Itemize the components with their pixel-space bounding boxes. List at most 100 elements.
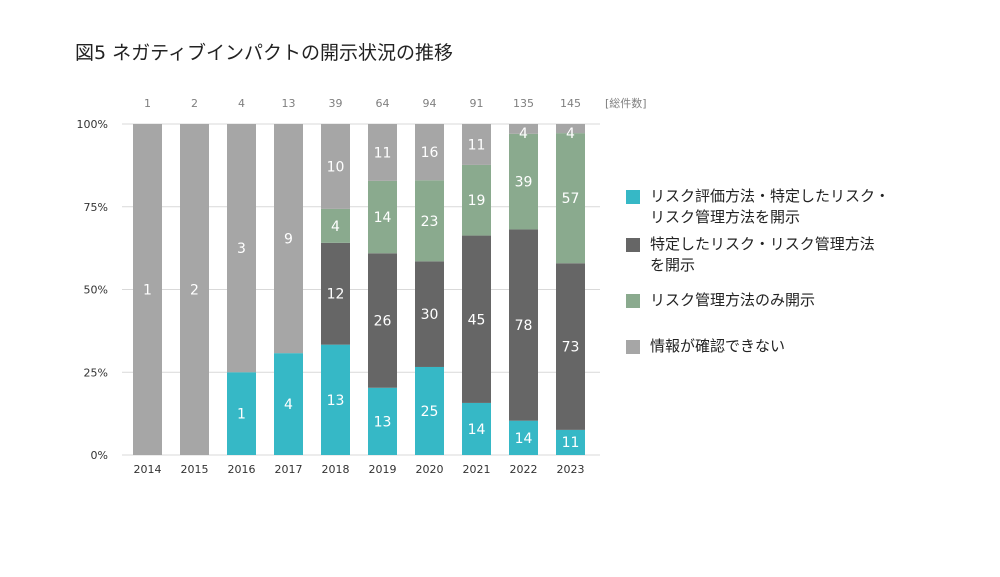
data-label: 9 bbox=[284, 232, 293, 248]
x-tick-label: 2014 bbox=[134, 463, 162, 476]
legend-label-mgmt-only: リスク管理方法のみ開示 bbox=[650, 290, 815, 311]
total-count-label: 64 bbox=[376, 97, 390, 110]
bar-segment-unknown bbox=[227, 124, 256, 373]
bar-segment-identified bbox=[368, 253, 397, 388]
data-label: 4 bbox=[284, 397, 293, 413]
data-label: 13 bbox=[374, 414, 392, 430]
bar-segment-unknown bbox=[133, 124, 162, 455]
data-label: 14 bbox=[468, 422, 486, 438]
total-count-label: 145 bbox=[560, 97, 581, 110]
x-tick-label: 2019 bbox=[369, 463, 397, 476]
x-tick-label: 2015 bbox=[181, 463, 209, 476]
data-label: 45 bbox=[468, 312, 486, 328]
bar-segment-identified bbox=[556, 263, 585, 430]
legend: リスク評価方法・特定したリスク・ リスク管理方法を開示 特定したリスク・リスク管… bbox=[626, 186, 896, 366]
x-tick-label: 2018 bbox=[322, 463, 350, 476]
data-label: 4 bbox=[519, 126, 528, 142]
bar-segment-unknown bbox=[462, 124, 491, 165]
bar-segment-unknown bbox=[415, 124, 444, 181]
data-label: 11 bbox=[468, 137, 486, 153]
y-tick-label: 0% bbox=[91, 449, 108, 462]
x-tick-label: 2022 bbox=[510, 463, 538, 476]
legend-item-identified: 特定したリスク・リスク管理方法 を開示 bbox=[626, 234, 896, 290]
total-count-label: 1 bbox=[144, 97, 151, 110]
data-label: 14 bbox=[374, 210, 392, 226]
legend-label-risk-eval: リスク評価方法・特定したリスク・ リスク管理方法を開示 bbox=[650, 186, 890, 228]
bar-segment-mgmt_only bbox=[509, 133, 538, 230]
bar-segment-unknown bbox=[368, 124, 397, 181]
x-tick-label: 2021 bbox=[463, 463, 491, 476]
bar-segment-risk_eval bbox=[415, 366, 444, 455]
data-label: 11 bbox=[374, 145, 392, 161]
data-label: 16 bbox=[421, 145, 439, 161]
bar-segment-mgmt_only bbox=[368, 180, 397, 254]
legend-label-line: リスク評価方法・特定したリスク・ bbox=[650, 187, 890, 205]
data-label: 14 bbox=[515, 431, 533, 447]
y-tick-label: 50% bbox=[84, 284, 108, 297]
legend-swatch-identified bbox=[626, 238, 640, 252]
bar-segment-risk_eval bbox=[227, 372, 256, 455]
data-label: 25 bbox=[421, 404, 439, 420]
legend-label-line: リスク管理方法のみ開示 bbox=[650, 291, 816, 309]
data-label: 23 bbox=[421, 214, 439, 230]
bar-segment-risk_eval bbox=[321, 344, 350, 455]
legend-label-line: 特定したリスク・リスク管理方法 bbox=[650, 235, 875, 253]
total-count-label: 2 bbox=[191, 97, 198, 110]
bar-segment-risk_eval bbox=[462, 402, 491, 455]
bar-segment-risk_eval bbox=[509, 420, 538, 455]
data-label: 2 bbox=[190, 283, 199, 299]
data-labels: 1 213491312410132614112530231614451911147… bbox=[143, 126, 579, 451]
bar-segment-risk_eval bbox=[368, 387, 397, 455]
bar-segment-identified bbox=[509, 229, 538, 421]
bar-segment-mgmt_only bbox=[462, 164, 491, 236]
bar-segment-unknown bbox=[180, 124, 209, 455]
y-tick-label: 100% bbox=[77, 118, 108, 131]
data-label: 1 bbox=[237, 407, 246, 423]
data-label: 10 bbox=[327, 159, 345, 175]
legend-label-line: 情報が確認できない bbox=[650, 337, 786, 355]
x-tick-label: 2020 bbox=[416, 463, 444, 476]
bar-segment-identified bbox=[321, 242, 350, 345]
axis-labels: 0%25%50%75%100%2014120152201642017132018… bbox=[77, 96, 647, 476]
legend-item-risk-eval: リスク評価方法・特定したリスク・ リスク管理方法を開示 bbox=[626, 186, 896, 234]
data-label: 73 bbox=[562, 340, 580, 356]
bar-segment-unknown bbox=[321, 124, 350, 209]
totals-caption: [総件数] bbox=[605, 96, 647, 110]
total-count-label: 13 bbox=[282, 97, 296, 110]
total-count-label: 135 bbox=[513, 97, 534, 110]
bar-segment-identified bbox=[462, 235, 491, 403]
data-label: 3 bbox=[237, 241, 246, 257]
data-label: 4 bbox=[566, 126, 575, 142]
y-tick-label: 25% bbox=[84, 366, 108, 379]
legend-label-unknown: 情報が確認できない bbox=[650, 336, 785, 357]
data-label: 4 bbox=[331, 219, 340, 235]
data-label: 13 bbox=[327, 393, 345, 409]
bar-segment-unknown bbox=[556, 124, 585, 134]
x-tick-label: 2023 bbox=[557, 463, 585, 476]
data-label: 78 bbox=[515, 318, 533, 334]
bar-segment-risk_eval bbox=[274, 353, 303, 455]
data-label: 12 bbox=[327, 287, 345, 303]
total-count-label: 39 bbox=[329, 97, 343, 110]
total-count-label: 91 bbox=[470, 97, 484, 110]
legend-item-unknown: 情報が確認できない bbox=[626, 336, 896, 366]
x-tick-label: 2016 bbox=[228, 463, 256, 476]
bar-segment-unknown bbox=[509, 124, 538, 134]
legend-swatch-unknown bbox=[626, 340, 640, 354]
bar-segment-mgmt_only bbox=[415, 180, 444, 262]
bars bbox=[133, 124, 585, 455]
data-label: 11 bbox=[562, 435, 580, 451]
data-label: 30 bbox=[421, 307, 439, 323]
bar-segment-mgmt_only bbox=[556, 133, 585, 264]
bar-segment-unknown bbox=[274, 124, 303, 354]
data-label: 26 bbox=[374, 314, 392, 330]
data-label: 39 bbox=[515, 175, 533, 191]
legend-swatch-risk-eval bbox=[626, 190, 640, 204]
data-label: 19 bbox=[468, 193, 486, 209]
chart-title: 図5 ネガティブインパクトの開示状況の推移 bbox=[75, 42, 453, 64]
x-tick-label: 2017 bbox=[275, 463, 303, 476]
bar-segment-risk_eval bbox=[556, 429, 585, 455]
y-tick-label: 75% bbox=[84, 201, 108, 214]
total-count-label: 94 bbox=[423, 97, 437, 110]
total-count-label: 4 bbox=[238, 97, 245, 110]
